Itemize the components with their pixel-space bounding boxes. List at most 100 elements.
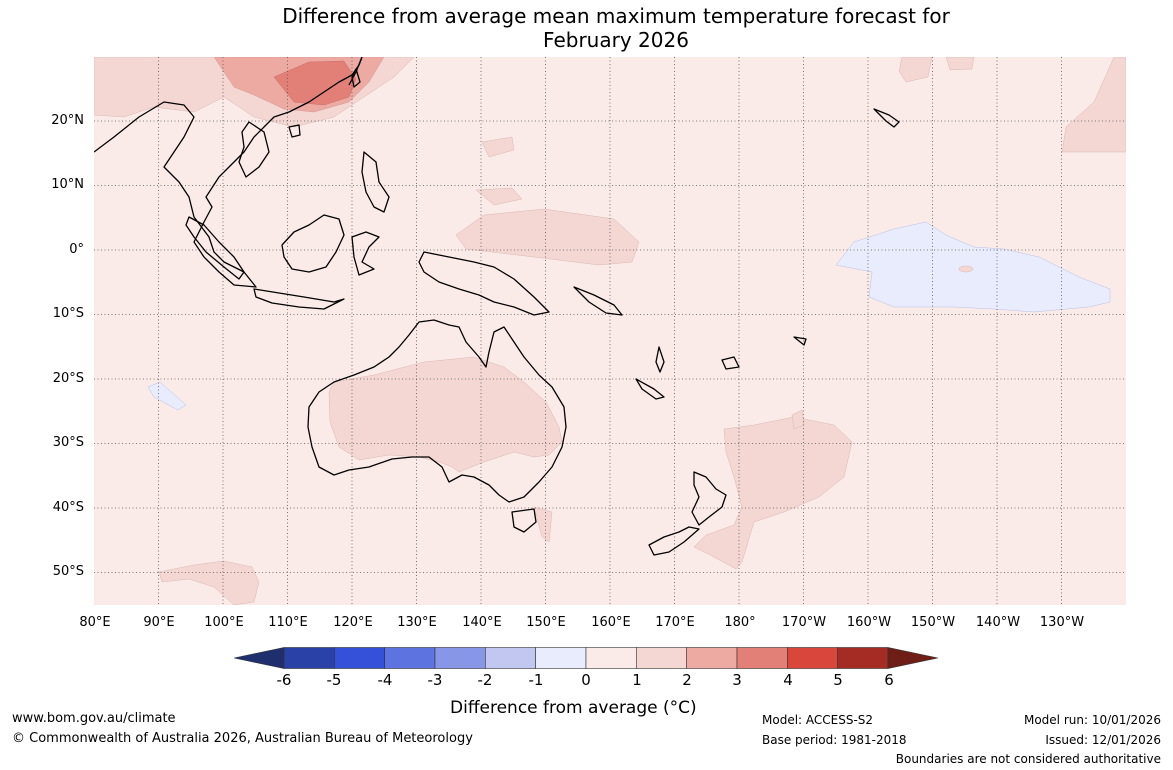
lon-label: 120°E	[333, 615, 373, 630]
colorbar-segment	[736, 647, 788, 669]
lon-label: 180°	[724, 615, 756, 630]
colorbar-segment	[535, 647, 587, 669]
anomaly-region-philippine-sea	[481, 136, 515, 158]
model-run-text: Model run: 10/01/2026	[1023, 713, 1161, 727]
anomaly-region-tasman-sea	[693, 416, 853, 570]
colorbar-segment	[887, 647, 938, 669]
anomaly-region-northeast-pacific-3	[1061, 57, 1126, 153]
colorbar-segment	[787, 647, 838, 669]
anomaly-region-northeast-pacific-1	[898, 57, 933, 83]
lat-label: 20°N	[51, 113, 84, 128]
colorbar-tick: 0	[581, 671, 591, 689]
issued-text: Issued: 12/01/2026	[1045, 733, 1161, 747]
anomaly-region-micronesia	[475, 187, 523, 206]
coastline-solomons	[573, 286, 623, 316]
colorbar	[234, 647, 938, 669]
coastline-indochina	[238, 121, 270, 178]
chart-title: Difference from average mean maximum tem…	[0, 4, 1173, 52]
colorbar-tick: -3	[427, 671, 443, 689]
anomaly-shading	[94, 57, 1126, 605]
colorbar-tick: 2	[682, 671, 692, 689]
colorbar-segment	[234, 647, 285, 669]
anomaly-region-equatorial-pacific-cool	[835, 221, 1111, 313]
disclaimer-text: Boundaries are not considered authoritat…	[895, 752, 1161, 766]
lon-label: 140°W	[975, 615, 1021, 630]
colorbar-tick: -2	[477, 671, 493, 689]
anomaly-region-small-warm-spot	[958, 265, 974, 273]
anomaly-region-southeast-china	[273, 60, 357, 106]
coastline-sumatra	[185, 216, 245, 280]
lon-label: 170°W	[781, 615, 827, 630]
lon-label: 80°E	[79, 615, 111, 630]
colorbar-segment	[334, 647, 385, 669]
lon-label: 130°W	[1039, 615, 1085, 630]
coastline-new-guinea	[418, 251, 550, 316]
colorbar-tick: 1	[632, 671, 642, 689]
anomaly-region-australia-interior	[328, 356, 563, 473]
colorbar-segment	[485, 647, 536, 669]
coastline-vanuatu	[655, 346, 665, 373]
colorbar-segment	[384, 647, 436, 669]
coastline-nz-south	[648, 526, 700, 556]
coastline-tasmania	[511, 508, 537, 533]
colorbar-tick: -1	[528, 671, 544, 689]
lat-label: 10°N	[51, 177, 84, 192]
colorbar-segment	[283, 647, 335, 669]
coastline-hawaii	[873, 108, 900, 128]
colorbar-segment	[585, 647, 637, 669]
coastline-fiji	[721, 356, 740, 370]
coastline-sulawesi	[351, 231, 380, 276]
website-text: www.bom.gov.au/climate	[12, 711, 176, 726]
lon-label: 130°E	[397, 615, 437, 630]
lon-label: 110°E	[268, 615, 308, 630]
colorbar-title: Difference from average (°C)	[450, 698, 697, 718]
title-line-1: Difference from average mean maximum tem…	[282, 4, 950, 28]
lat-label: 30°S	[52, 435, 84, 450]
lat-label: 0°	[69, 242, 84, 257]
coastline-new-caledonia	[635, 378, 665, 400]
colorbar-tick: 4	[783, 671, 793, 689]
colorbar-segment	[434, 647, 486, 669]
anomaly-region-western-pacific	[455, 208, 640, 266]
lat-label: 50°S	[52, 564, 84, 579]
lat-label: 10°S	[52, 306, 84, 321]
lon-label: 140°E	[462, 615, 502, 630]
coastline-philippines	[361, 151, 390, 213]
coastline-samoa	[793, 336, 807, 346]
lon-label: 100°E	[204, 615, 244, 630]
lon-label: 160°W	[846, 615, 892, 630]
colorbar-segment	[636, 647, 687, 669]
coastline-hainan	[288, 124, 301, 138]
coastline-asia	[94, 57, 363, 288]
colorbar-tick: -4	[377, 671, 393, 689]
graticule	[94, 57, 1126, 605]
coastline-nz-north	[691, 471, 727, 526]
lat-label: 40°S	[52, 500, 84, 515]
anomaly-region-northeast-pacific-2	[945, 57, 975, 71]
forecast-map	[94, 57, 1126, 605]
coastline-australia	[307, 319, 567, 503]
copyright-text: © Commonwealth of Australia 2026, Austra…	[12, 731, 473, 746]
lon-label: 150°W	[910, 615, 956, 630]
map-svg	[94, 57, 1126, 605]
colorbar-segment	[837, 647, 889, 669]
lon-label: 170°E	[655, 615, 695, 630]
colorbar-tick: 5	[833, 671, 843, 689]
colorbar-tick: 6	[884, 671, 894, 689]
colorbar-tick: -6	[276, 671, 292, 689]
model-text: Model: ACCESS-S2	[762, 713, 874, 727]
colorbar-tick: -5	[326, 671, 342, 689]
base-period-text: Base period: 1981-2018	[762, 733, 907, 747]
lat-label: 20°S	[52, 371, 84, 386]
anomaly-region-tasmania-sea	[533, 506, 553, 543]
coastlines	[94, 57, 900, 556]
coastline-borneo	[281, 214, 345, 273]
colorbar-segment	[686, 647, 738, 669]
title-line-2: February 2026	[543, 28, 689, 52]
anomaly-region-indian-ocean-cool	[147, 381, 187, 411]
colorbar-segments	[234, 647, 938, 669]
coastline-java	[253, 288, 345, 310]
lon-label: 150°E	[526, 615, 566, 630]
coastline-korea-japan	[348, 57, 363, 86]
colorbar-tick: 3	[732, 671, 742, 689]
